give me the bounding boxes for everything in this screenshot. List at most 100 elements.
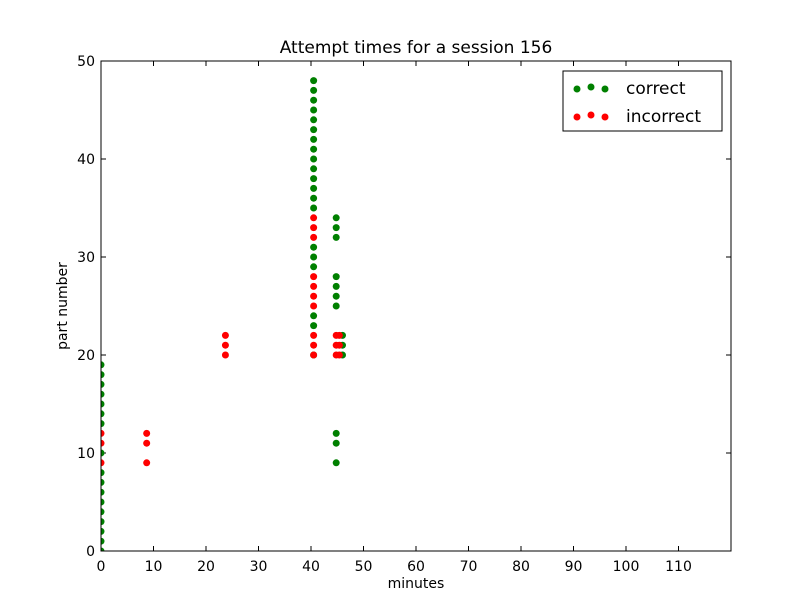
data-point-incorrect xyxy=(143,429,151,437)
legend-label-incorrect: incorrect xyxy=(626,107,701,127)
data-point-incorrect xyxy=(101,429,105,437)
data-point-incorrect xyxy=(143,459,151,467)
data-point-correct xyxy=(310,116,318,124)
data-point-correct xyxy=(310,322,318,330)
data-point-incorrect xyxy=(101,439,105,447)
y-tick-label: 0 xyxy=(86,544,95,560)
data-point-correct xyxy=(332,224,340,232)
y-tick-label: 40 xyxy=(77,152,95,168)
data-point-correct xyxy=(310,184,318,192)
legend-marker-correct xyxy=(573,85,581,93)
data-point-correct xyxy=(332,233,340,241)
data-point-correct xyxy=(310,126,318,134)
x-tick-label: 100 xyxy=(613,559,640,575)
data-point-correct xyxy=(310,312,318,320)
data-point-incorrect xyxy=(221,351,229,359)
legend-marker-correct xyxy=(601,85,609,93)
data-point-incorrect xyxy=(335,351,343,359)
data-point-correct xyxy=(101,420,105,428)
x-tick-label: 50 xyxy=(355,559,373,575)
data-point-correct xyxy=(101,547,105,551)
data-point-correct xyxy=(310,243,318,251)
legend-marker-incorrect xyxy=(573,113,581,121)
y-tick-label: 50 xyxy=(77,54,95,70)
data-point-correct xyxy=(101,518,105,526)
data-point-incorrect xyxy=(221,331,229,339)
data-point-correct xyxy=(101,390,105,398)
data-point-correct xyxy=(101,537,105,545)
data-point-correct xyxy=(101,469,105,477)
data-points xyxy=(101,77,346,551)
data-point-incorrect xyxy=(101,459,105,467)
y-axis-title: part number xyxy=(55,262,71,350)
data-point-correct xyxy=(310,135,318,143)
data-point-correct xyxy=(101,527,105,535)
data-point-incorrect xyxy=(143,439,151,447)
data-point-incorrect xyxy=(310,341,318,349)
data-point-correct xyxy=(332,214,340,222)
data-point-incorrect xyxy=(335,341,343,349)
data-point-correct xyxy=(101,449,105,457)
data-point-incorrect xyxy=(310,292,318,300)
x-axis-title: minutes xyxy=(388,576,445,592)
data-point-correct xyxy=(101,380,105,388)
x-tick-label: 0 xyxy=(97,559,106,575)
x-tick-label: 60 xyxy=(407,559,425,575)
data-point-correct xyxy=(310,77,318,85)
data-point-correct xyxy=(310,106,318,114)
data-point-incorrect xyxy=(221,341,229,349)
data-point-incorrect xyxy=(310,331,318,339)
data-point-correct xyxy=(332,292,340,300)
data-point-correct xyxy=(310,145,318,153)
x-tick-label: 90 xyxy=(565,559,583,575)
chart-title: Attempt times for a session 156 xyxy=(280,38,553,58)
data-point-correct xyxy=(101,508,105,516)
axes-frame xyxy=(100,60,732,552)
data-point-incorrect xyxy=(310,282,318,290)
data-point-incorrect xyxy=(310,233,318,241)
data-point-incorrect xyxy=(310,224,318,232)
x-tick-label: 40 xyxy=(302,559,320,575)
y-tick-label: 20 xyxy=(77,348,95,364)
data-point-correct xyxy=(332,302,340,310)
data-point-incorrect xyxy=(335,331,343,339)
x-tick-label: 10 xyxy=(145,559,163,575)
data-point-correct xyxy=(310,253,318,261)
x-tick-label: 80 xyxy=(512,559,530,575)
data-point-correct xyxy=(332,439,340,447)
data-point-correct xyxy=(101,361,105,369)
data-point-correct xyxy=(332,282,340,290)
data-point-correct xyxy=(310,96,318,104)
plot-area: 0 10 20 30 40 50 60 70 80 90 100 110 0 10 20 30 40 50 xyxy=(77,54,732,575)
legend-marker-incorrect xyxy=(601,113,609,121)
legend-box xyxy=(562,70,723,132)
data-point-incorrect xyxy=(310,351,318,359)
data-point-incorrect xyxy=(310,214,318,222)
data-point-correct xyxy=(101,410,105,418)
data-point-correct xyxy=(310,155,318,163)
data-point-correct xyxy=(310,204,318,212)
data-point-correct xyxy=(101,498,105,506)
x-tick-label: 30 xyxy=(250,559,268,575)
data-point-correct xyxy=(310,194,318,202)
y-tick-label: 10 xyxy=(77,446,95,462)
legend-label-correct: correct xyxy=(626,79,686,99)
legend-marker-incorrect xyxy=(587,111,595,119)
x-tick-label: 110 xyxy=(665,559,692,575)
data-point-incorrect xyxy=(310,302,318,310)
x-tick-label: 70 xyxy=(460,559,478,575)
data-point-correct xyxy=(101,478,105,486)
data-point-correct xyxy=(101,488,105,496)
data-point-correct xyxy=(332,429,340,437)
data-point-correct xyxy=(332,273,340,281)
y-tick-label: 30 xyxy=(77,250,95,266)
x-tick-label: 20 xyxy=(197,559,215,575)
data-point-correct xyxy=(310,86,318,94)
data-point-incorrect xyxy=(310,273,318,281)
data-point-correct xyxy=(101,400,105,408)
data-point-correct xyxy=(310,263,318,271)
data-point-correct xyxy=(310,165,318,173)
legend-marker-correct xyxy=(587,83,595,91)
data-point-correct xyxy=(310,175,318,183)
